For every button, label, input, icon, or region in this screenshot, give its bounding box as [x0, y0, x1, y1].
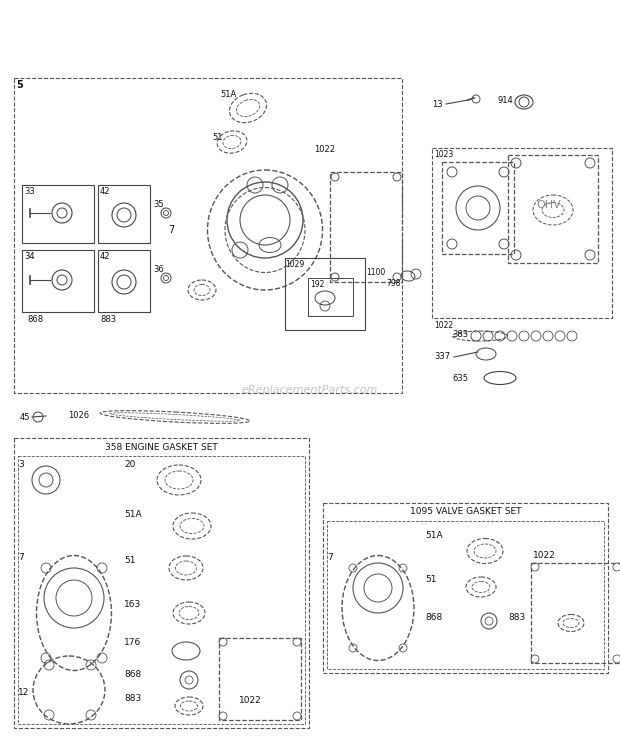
Bar: [22, 250, 94, 312]
Text: 1022: 1022: [239, 696, 262, 705]
Text: 42: 42: [100, 187, 110, 196]
Text: 1029: 1029: [285, 260, 304, 269]
Text: 883: 883: [124, 694, 141, 703]
Text: 163: 163: [124, 600, 141, 609]
Text: 868: 868: [27, 315, 43, 324]
Bar: [22, 185, 94, 243]
Bar: [323, 503, 608, 673]
Text: 176: 176: [124, 638, 141, 647]
Text: 1022: 1022: [314, 145, 335, 154]
Text: OHV: OHV: [536, 200, 560, 210]
Text: 635: 635: [452, 374, 468, 383]
Text: 42: 42: [100, 252, 110, 261]
Text: 1022: 1022: [434, 321, 453, 330]
Text: 34: 34: [24, 252, 35, 261]
Text: 192: 192: [310, 280, 324, 289]
Text: 51: 51: [425, 575, 436, 584]
Text: 36: 36: [153, 265, 164, 274]
Text: 1100: 1100: [366, 268, 385, 277]
Text: 337: 337: [434, 352, 450, 361]
Bar: [308, 278, 353, 316]
Bar: [330, 172, 402, 282]
Bar: [432, 148, 612, 318]
Bar: [219, 638, 301, 720]
Bar: [98, 250, 150, 312]
Text: 358 ENGINE GASKET SET: 358 ENGINE GASKET SET: [105, 443, 218, 452]
Bar: [18, 456, 305, 724]
Text: 7: 7: [327, 553, 333, 562]
Text: 7: 7: [18, 553, 24, 562]
Bar: [442, 162, 514, 254]
Text: 51: 51: [124, 556, 136, 565]
Text: 51A: 51A: [425, 531, 443, 540]
Text: 1022: 1022: [533, 551, 556, 560]
Text: eReplacementParts.com: eReplacementParts.com: [242, 385, 378, 395]
Text: 51: 51: [212, 133, 223, 142]
Text: 13: 13: [432, 100, 443, 109]
Bar: [14, 438, 309, 728]
Bar: [508, 155, 598, 263]
Bar: [285, 258, 365, 330]
Text: 868: 868: [124, 670, 141, 679]
Text: 5: 5: [16, 80, 23, 90]
Bar: [327, 521, 604, 669]
Text: 883: 883: [100, 315, 116, 324]
Text: 868: 868: [425, 613, 442, 622]
Text: 383: 383: [452, 330, 468, 339]
Text: 1026: 1026: [68, 411, 89, 420]
Text: 12: 12: [18, 688, 29, 697]
Bar: [14, 78, 402, 393]
Text: 51A: 51A: [220, 90, 236, 99]
Text: 33: 33: [24, 187, 35, 196]
Text: 7: 7: [168, 225, 174, 235]
Bar: [98, 185, 150, 243]
Text: 45: 45: [20, 413, 30, 422]
Text: 1023: 1023: [434, 150, 453, 159]
Text: 51A: 51A: [124, 510, 141, 519]
Text: 798: 798: [386, 279, 401, 288]
Text: 3: 3: [18, 460, 24, 469]
Text: 914: 914: [498, 96, 514, 105]
Text: 1095 VALVE GASKET SET: 1095 VALVE GASKET SET: [410, 507, 521, 516]
Text: 883: 883: [508, 613, 525, 622]
Text: 20: 20: [124, 460, 135, 469]
Bar: [531, 563, 620, 663]
Text: 35: 35: [153, 200, 164, 209]
